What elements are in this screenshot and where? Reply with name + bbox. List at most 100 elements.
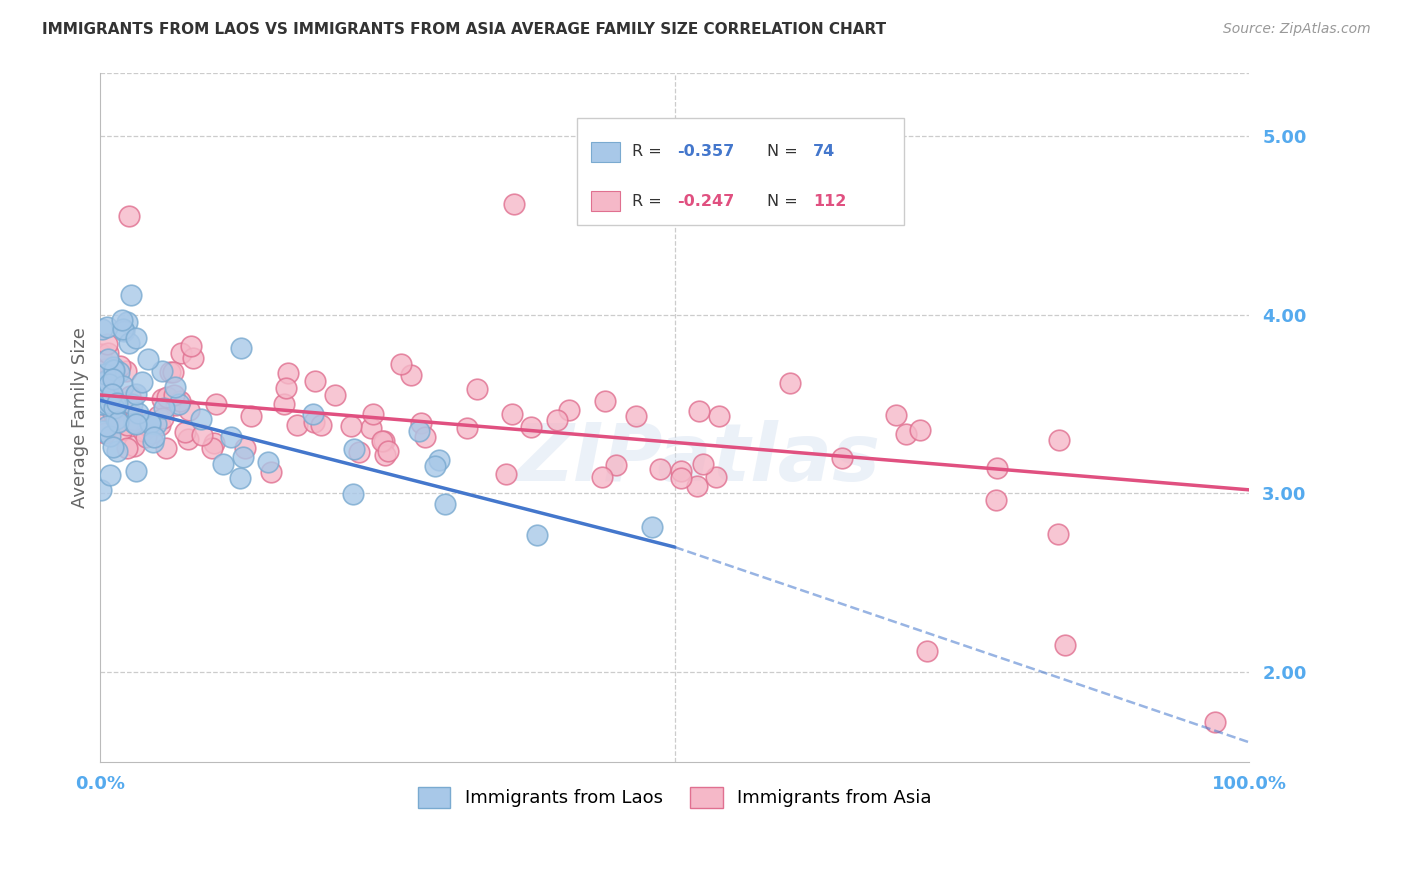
Point xyxy=(101,387,124,401)
Point xyxy=(361,407,384,421)
Point xyxy=(104,397,127,411)
Point xyxy=(90,483,112,497)
Point xyxy=(103,401,125,415)
Point xyxy=(101,372,124,386)
Point xyxy=(831,450,853,465)
Point xyxy=(502,196,524,211)
Point xyxy=(231,341,253,355)
Point xyxy=(143,430,166,444)
Point xyxy=(688,404,710,418)
Point xyxy=(97,385,120,400)
Point xyxy=(98,376,121,391)
Text: ZIPatlas: ZIPatlas xyxy=(515,420,880,498)
Point xyxy=(150,392,173,406)
Text: -0.247: -0.247 xyxy=(678,194,735,209)
Point xyxy=(159,365,181,379)
Point xyxy=(908,423,931,437)
Point xyxy=(150,364,173,378)
Text: N =: N = xyxy=(768,145,803,160)
Point xyxy=(302,407,325,421)
Y-axis label: Average Family Size: Average Family Size xyxy=(72,327,89,508)
Point xyxy=(96,397,118,411)
Point xyxy=(124,464,146,478)
Point xyxy=(273,397,295,411)
Point xyxy=(101,440,124,454)
Point xyxy=(595,393,617,408)
Point xyxy=(170,346,193,360)
Point xyxy=(141,425,163,440)
Point xyxy=(377,444,399,458)
Point xyxy=(118,209,141,223)
Point xyxy=(101,359,124,374)
Point xyxy=(100,392,122,406)
Point xyxy=(97,345,120,359)
FancyBboxPatch shape xyxy=(576,118,904,225)
Point xyxy=(101,397,124,411)
Point xyxy=(90,321,112,335)
Point xyxy=(259,465,281,479)
Point xyxy=(142,435,165,450)
Point xyxy=(427,453,450,467)
Point xyxy=(145,417,167,431)
Point xyxy=(90,397,112,411)
Point xyxy=(115,364,138,378)
Point xyxy=(229,470,252,484)
Point xyxy=(122,416,145,430)
Point xyxy=(90,346,112,360)
Point xyxy=(526,528,548,542)
Point xyxy=(96,418,118,433)
Text: -0.357: -0.357 xyxy=(678,145,735,160)
Point xyxy=(343,442,366,457)
Point xyxy=(342,487,364,501)
Point xyxy=(100,386,122,401)
Point xyxy=(389,357,412,371)
Point xyxy=(669,471,692,485)
Point xyxy=(153,401,176,416)
Point xyxy=(986,461,1008,475)
Point xyxy=(692,458,714,472)
Point xyxy=(127,406,149,420)
Point xyxy=(94,425,117,440)
Point xyxy=(115,441,138,455)
Point xyxy=(131,376,153,390)
Point xyxy=(122,439,145,453)
FancyBboxPatch shape xyxy=(591,191,620,211)
Point xyxy=(156,390,179,404)
Point xyxy=(105,397,128,411)
Point xyxy=(91,424,114,438)
Point xyxy=(411,416,433,430)
Point xyxy=(90,380,112,394)
Point xyxy=(125,387,148,401)
Point xyxy=(456,421,478,435)
Point xyxy=(311,417,333,432)
Point xyxy=(205,397,228,411)
Point xyxy=(98,396,121,410)
Point xyxy=(917,644,939,658)
Point xyxy=(93,402,115,417)
Point xyxy=(425,458,447,473)
Point xyxy=(201,441,224,455)
Point xyxy=(136,352,159,367)
Point xyxy=(374,448,396,462)
Point xyxy=(163,388,186,402)
Point xyxy=(190,427,212,442)
Point xyxy=(139,417,162,431)
Point xyxy=(591,470,613,484)
Point xyxy=(323,388,346,402)
Point xyxy=(399,368,422,383)
Text: 112: 112 xyxy=(813,194,846,209)
Point xyxy=(111,423,134,437)
Point xyxy=(96,336,118,351)
Point xyxy=(122,412,145,426)
Point xyxy=(212,457,235,471)
Point xyxy=(136,418,159,433)
Point xyxy=(167,397,190,411)
Point xyxy=(894,426,917,441)
Point xyxy=(779,376,801,390)
Point xyxy=(190,412,212,426)
Point xyxy=(347,445,370,459)
Point xyxy=(97,373,120,387)
Point xyxy=(650,462,672,476)
Point xyxy=(174,425,197,439)
Point xyxy=(465,382,488,396)
